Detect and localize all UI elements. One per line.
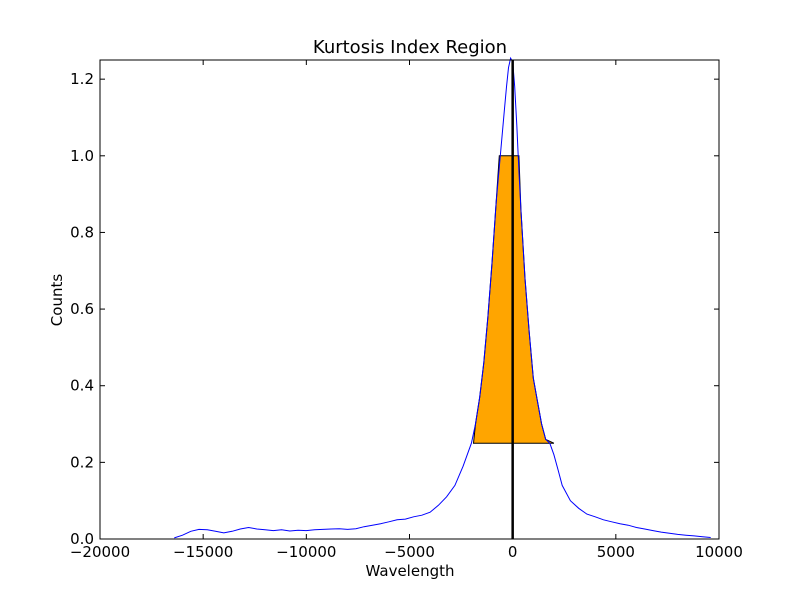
y-axis-ticks: 0.0 0.2 0.4 0.6 0.8 1.0 1.2 [70,70,719,548]
plot-background [100,60,719,539]
x-axis-ticks: −20000 −15000 −10000 −5000 0 5000 10000 [70,60,743,561]
y-tick-label: 1.2 [70,70,94,88]
x-axis-label: Wavelength [366,562,455,580]
series-layer [174,56,711,539]
y-tick-label: 1.0 [70,147,94,165]
y-tick-label: 0.2 [70,453,94,471]
x-tick-label: 5000 [597,543,635,561]
x-tick-label: 0 [508,543,518,561]
chart-title: Kurtosis Index Region [313,37,507,58]
x-tick-label: −5000 [384,543,435,561]
series-line-0 [174,56,711,539]
y-tick-label: 0.0 [70,530,94,548]
x-tick-label: −15000 [173,543,233,561]
x-tick-label: 10000 [695,543,743,561]
y-tick-label: 0.6 [70,300,94,318]
x-tick-label: −20000 [70,543,130,561]
x-tick-label: −10000 [276,543,336,561]
y-axis-label: Counts [48,274,66,327]
y-tick-label: 0.4 [70,377,94,395]
y-tick-label: 0.8 [70,223,94,241]
